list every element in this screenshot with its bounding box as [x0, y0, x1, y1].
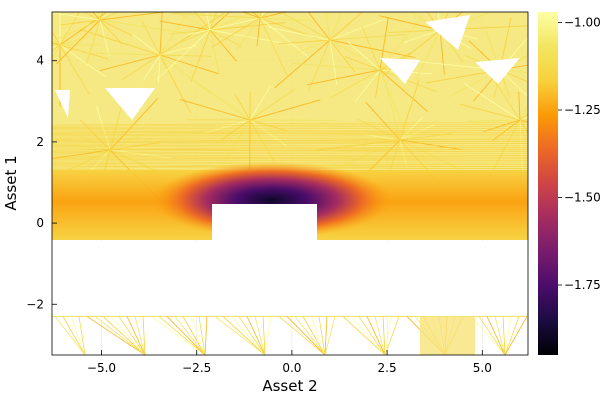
x-tick-label: −5.0 [87, 361, 116, 375]
contour-line [239, 316, 265, 355]
y-tick-label: 4 [36, 54, 44, 68]
contour-line [295, 316, 325, 355]
colorbar-tick-label: −1.50 [564, 191, 600, 205]
contour-line [479, 316, 505, 355]
contour-lower-lines [52, 316, 528, 355]
contour-lower-patch [420, 316, 475, 355]
contour-line [505, 316, 519, 355]
contour-fill [0, 0, 600, 355]
x-tick-label: 5.0 [473, 361, 492, 375]
contour-line [71, 316, 85, 355]
contour-line [343, 316, 385, 355]
y-tick-label: −2 [26, 297, 44, 311]
colorbar-tick-label: −1.00 [564, 16, 600, 30]
contour-line [385, 316, 391, 355]
contour-line [359, 316, 385, 355]
contour-line [175, 316, 205, 355]
contour-line [55, 316, 85, 355]
contour-line [367, 316, 385, 355]
colorbar [538, 12, 558, 355]
contour-line [119, 316, 145, 355]
contour-line [103, 316, 145, 355]
contour-line [487, 316, 505, 355]
contour-gap-center [212, 204, 317, 244]
colorbar-ticks: −1.00 −1.25 −1.50 −1.75 [558, 16, 600, 293]
contour-line [95, 316, 145, 355]
contour-line [205, 316, 207, 355]
x-tick-label: 0.0 [282, 361, 301, 375]
x-tick-label: 2.5 [378, 361, 397, 375]
contour-line [223, 316, 265, 355]
contour-line [215, 316, 265, 355]
y-axis-label: Asset 1 [2, 155, 20, 210]
contour-line [520, 118, 600, 120]
colorbar-tick-label: −1.25 [564, 103, 600, 117]
contour-line [1, 45, 60, 62]
contour-line [0, 21, 60, 45]
x-axis-label: Asset 2 [262, 377, 317, 395]
contour-gap-middle [52, 241, 528, 316]
y-tick-label: 0 [36, 216, 44, 230]
contour-line [265, 316, 271, 355]
x-tick-label: −2.5 [182, 361, 211, 375]
y-tick-label: 2 [36, 135, 44, 149]
contour-line [247, 316, 265, 355]
colorbar-tick-label: −1.75 [564, 278, 600, 292]
